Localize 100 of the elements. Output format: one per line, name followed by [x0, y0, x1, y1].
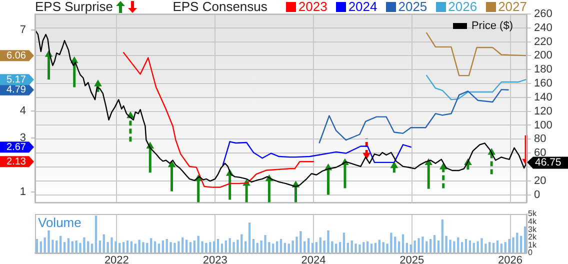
data-label: 46.75 [535, 156, 562, 169]
bar [67, 238, 70, 252]
bar [319, 237, 322, 252]
bar [335, 244, 338, 252]
bar [142, 242, 144, 252]
y-tick-label: 4 [20, 105, 26, 118]
bar [457, 237, 460, 252]
bar [158, 244, 160, 252]
y2-tick-label: 3k [528, 224, 538, 234]
bar [228, 238, 231, 252]
y-tick-label: 2.13 [6, 156, 26, 168]
bar [60, 236, 62, 252]
bar [311, 242, 314, 252]
y2-tick-label: 1k [528, 240, 538, 250]
y2-tick-label: 20 [534, 174, 546, 187]
bar [338, 242, 342, 252]
y2-tick-label: 260 [534, 8, 552, 20]
bar [209, 242, 212, 252]
y-tick-label: 2.67 [6, 142, 26, 153]
y-tick-label: 4.79 [6, 84, 26, 96]
bar [327, 230, 330, 252]
bar [256, 242, 258, 252]
bar [315, 242, 318, 252]
bar [480, 238, 483, 252]
bar [366, 241, 369, 252]
x-tick-label: 2022 [104, 254, 129, 264]
bar [378, 240, 380, 252]
bar [185, 240, 188, 252]
bar [189, 242, 192, 252]
bar [114, 241, 117, 252]
bar [36, 238, 38, 252]
bar [292, 240, 294, 252]
point [94, 80, 102, 86]
y2-tick-label: 100 [534, 119, 552, 132]
y2-tick-label: 0 [534, 188, 540, 201]
y2-tick-label: 2k [528, 232, 538, 242]
bar [193, 240, 196, 252]
chart-title: Volume [38, 215, 82, 230]
bar [464, 238, 468, 252]
bar [232, 242, 235, 252]
bar [307, 238, 310, 252]
bar [402, 234, 404, 252]
bar [394, 236, 396, 252]
bar [40, 241, 42, 252]
bar [71, 241, 74, 252]
bar [346, 242, 349, 252]
y2-tick-label: 220 [534, 36, 552, 48]
bar [414, 240, 416, 252]
bar [418, 238, 420, 252]
x-tick-label: 2025 [400, 254, 424, 264]
bar [182, 237, 184, 252]
bar [150, 238, 152, 252]
y-tick-label: 3 [20, 132, 26, 144]
bar [94, 216, 98, 252]
y2-tick-label: 140 [534, 91, 552, 104]
bar [288, 244, 290, 252]
bar [476, 241, 479, 252]
bar [358, 244, 361, 252]
bar [276, 241, 278, 252]
bar [90, 244, 94, 252]
legend-label: 2025 [398, 0, 428, 14]
y-tick-label: 5.17 [6, 74, 26, 86]
y2-tick-label: 0 [528, 248, 533, 258]
bar [492, 242, 495, 252]
bar [197, 236, 200, 252]
bar [280, 238, 282, 252]
bar [508, 238, 510, 252]
legend-label: 2026 [448, 0, 478, 14]
bar [174, 242, 176, 252]
bar [453, 241, 456, 252]
bar [406, 242, 408, 252]
legend-label: Price ($) [471, 20, 513, 32]
bar [422, 236, 424, 252]
point [390, 161, 398, 168]
bar [272, 244, 274, 252]
y2-tick-label: 180 [534, 64, 552, 76]
bar [56, 240, 58, 252]
bar [102, 234, 105, 252]
bar [441, 219, 444, 252]
legend-title: EPS Consensus [172, 0, 268, 14]
bar [460, 242, 464, 252]
bar [138, 240, 140, 252]
y2-tick-label: 60 [534, 147, 546, 160]
bar [220, 244, 224, 252]
bar [472, 242, 475, 252]
y2-tick-label: 240 [534, 22, 552, 34]
bar [398, 241, 400, 252]
y2-tick-label: 5k [528, 209, 538, 218]
bar [122, 242, 125, 252]
y2-tick-label: 200 [534, 50, 552, 62]
bar [170, 242, 172, 252]
bar [362, 242, 365, 252]
bar [118, 242, 121, 252]
bar [83, 237, 86, 252]
bar [166, 238, 168, 252]
y-tick-label: 7 [20, 24, 26, 36]
bar [213, 241, 216, 252]
legend-label: 2027 [498, 0, 527, 14]
bar [342, 232, 346, 252]
bar [520, 236, 522, 252]
